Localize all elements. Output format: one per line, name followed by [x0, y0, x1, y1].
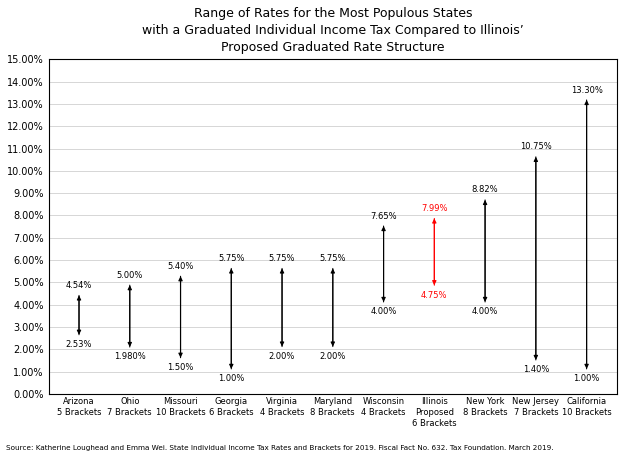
Text: 5.75%: 5.75% — [269, 254, 295, 263]
Text: 8.82%: 8.82% — [472, 185, 499, 194]
Text: 4.00%: 4.00% — [472, 308, 499, 316]
Text: 1.00%: 1.00% — [218, 374, 245, 383]
Text: 7.65%: 7.65% — [370, 212, 397, 221]
Text: 2.00%: 2.00% — [319, 352, 346, 361]
Text: 1.980%: 1.980% — [114, 352, 145, 361]
Text: 5.75%: 5.75% — [218, 254, 245, 263]
Text: 1.40%: 1.40% — [523, 366, 549, 374]
Text: Source: Katherine Loughead and Emma Wei. State Individual Income Tax Rates and B: Source: Katherine Loughead and Emma Wei.… — [6, 445, 553, 451]
Text: 7.99%: 7.99% — [421, 204, 447, 213]
Text: 2.53%: 2.53% — [66, 340, 92, 349]
Text: 4.54%: 4.54% — [66, 281, 92, 290]
Text: 5.00%: 5.00% — [117, 271, 143, 280]
Text: 5.75%: 5.75% — [319, 254, 346, 263]
Text: 1.00%: 1.00% — [573, 374, 600, 383]
Text: 13.30%: 13.30% — [571, 86, 603, 95]
Text: 10.75%: 10.75% — [520, 142, 552, 151]
Text: 1.50%: 1.50% — [167, 363, 193, 372]
Title: Range of Rates for the Most Populous States
with a Graduated Individual Income T: Range of Rates for the Most Populous Sta… — [142, 7, 524, 54]
Text: 4.75%: 4.75% — [421, 291, 447, 299]
Text: 5.40%: 5.40% — [167, 262, 193, 271]
Text: 4.00%: 4.00% — [371, 308, 397, 316]
Text: 2.00%: 2.00% — [269, 352, 295, 361]
